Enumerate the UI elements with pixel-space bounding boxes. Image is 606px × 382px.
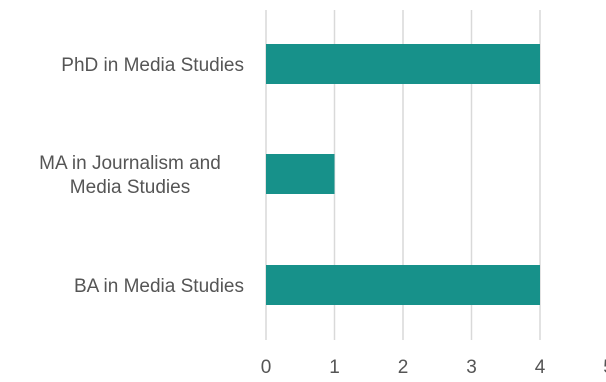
category-label-2-line-1: MA in Journalism and	[39, 153, 221, 174]
x-tick-label-0: 0	[261, 357, 272, 377]
category-label-3: BA in Media Studies	[74, 276, 244, 297]
bar-1	[266, 44, 540, 84]
x-tick-label-2: 2	[398, 357, 409, 377]
x-tick-label-5: 5	[603, 357, 606, 377]
bar-3	[266, 265, 540, 305]
x-axis-tick-labels: 0 1 2 3 4 5	[261, 357, 606, 378]
category-label-2-line-2: Media Studies	[70, 177, 190, 198]
x-tick-label-4: 4	[535, 357, 546, 377]
x-tick-label-1: 1	[329, 357, 340, 377]
category-label-1: PhD in Media Studies	[61, 55, 244, 76]
category-labels: PhD in Media Studies MA in Journalism and…	[39, 55, 244, 297]
bar-2	[266, 154, 335, 194]
x-tick-label-3: 3	[466, 357, 477, 377]
category-label-2: MA in Journalism and Media Studies	[39, 153, 221, 198]
bars	[266, 44, 540, 305]
